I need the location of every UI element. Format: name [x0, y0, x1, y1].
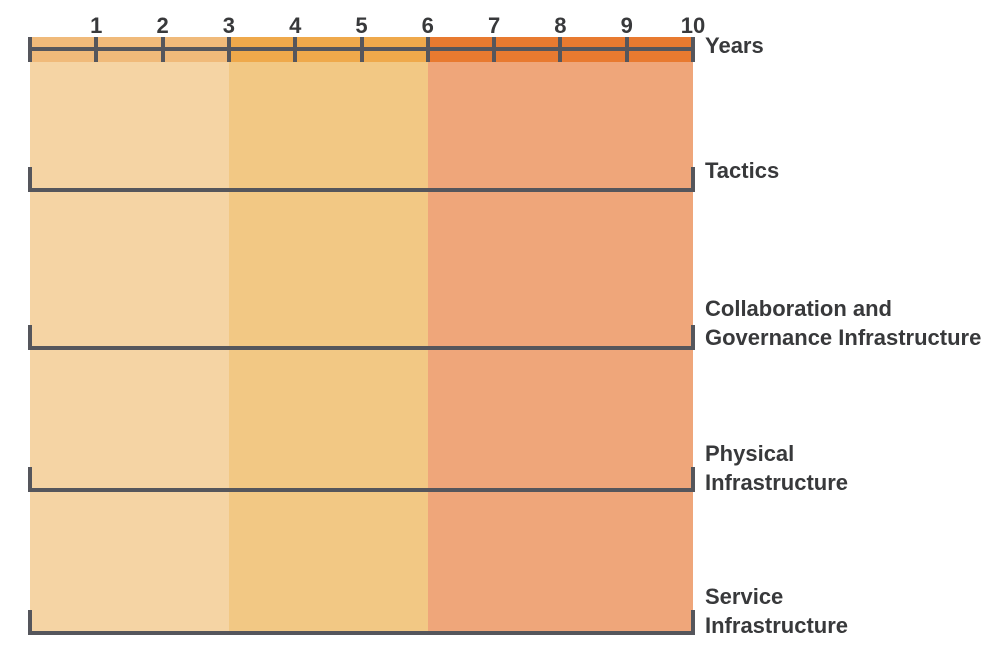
axis-tick-5	[359, 37, 364, 62]
row-line-collaboration-governance	[28, 325, 695, 350]
row-line-left-tick	[28, 467, 32, 492]
row-label-physical: Physical Infrastructure	[705, 441, 849, 495]
row-line-right-tick	[691, 610, 695, 635]
row-label-tactics: Tactics	[705, 158, 780, 183]
row-line-right-tick	[691, 167, 695, 192]
row-line-right-tick	[691, 467, 695, 492]
chart-area: 1 2 3 4 5 6 7 8 9 10	[28, 0, 705, 658]
row-line-left-tick	[28, 325, 32, 350]
axis-label-years: Years	[705, 33, 764, 58]
axis-tick-label-9: 9	[620, 13, 633, 38]
axis-tick-7	[492, 37, 497, 62]
axis-tick-4	[293, 37, 298, 62]
row-line-right-tick	[691, 325, 695, 350]
axis-tick-label-1: 1	[90, 13, 103, 38]
axis-tick-label-2: 2	[156, 13, 169, 38]
row-line-tactics	[28, 167, 695, 192]
axis-tick-10	[691, 37, 695, 62]
axis-tick-1	[94, 37, 99, 62]
row-line-service	[28, 610, 695, 635]
row-label-service: Service Infrastructure	[705, 584, 849, 638]
axis-tick-label-4: 4	[289, 13, 302, 38]
axis-tick-label-10: 10	[680, 13, 706, 38]
row-line-left-tick	[28, 610, 32, 635]
year-axis	[28, 37, 695, 62]
axis-tick-label-7: 7	[487, 13, 501, 38]
axis-tick-label-6: 6	[421, 13, 434, 38]
axis-tick-3	[226, 37, 231, 62]
row-label-collaboration-governance: Collaboration and Governance Infrastruct…	[705, 296, 982, 350]
row-line-physical	[28, 467, 695, 492]
axis-tick-label-5: 5	[355, 13, 368, 38]
axis-tick-label-8: 8	[554, 13, 567, 38]
row-line-left-tick	[28, 167, 32, 192]
axis-tick-0	[28, 37, 32, 62]
axis-tick-6	[425, 37, 430, 62]
axis-tick-labels: 1 2 3 4 5 6 7 8 9 10	[30, 11, 705, 40]
axis-tick-9	[624, 37, 629, 62]
axis-tick-2	[160, 37, 165, 62]
axis-tick-8	[558, 37, 563, 62]
axis-tick-label-3: 3	[222, 13, 236, 38]
